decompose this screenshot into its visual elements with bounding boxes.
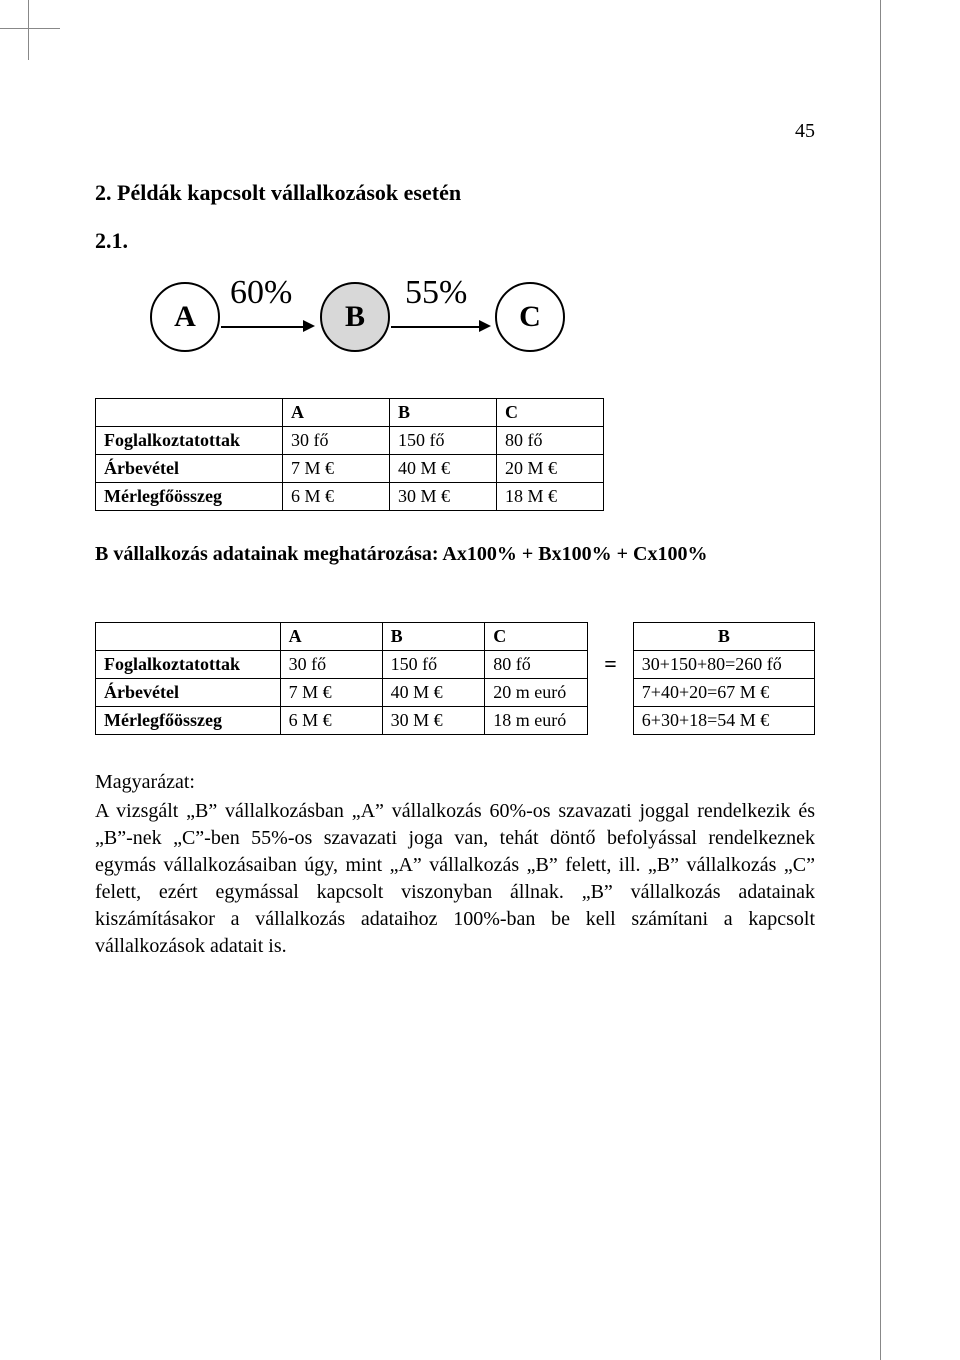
crop-mark-left: [28, 0, 29, 60]
t1-r0-c3: 80 fő: [497, 427, 604, 455]
explanation-body: A vizsgált „B” vállalkozásban „A” vállal…: [95, 800, 815, 957]
t1-r2-c2: 30 M €: [390, 483, 497, 511]
t1-r2-c1: 6 M €: [283, 483, 390, 511]
t2r-r0: 30+150+80=260 fő: [633, 651, 814, 679]
cut-guide-line: [880, 0, 881, 1360]
ownership-diagram: A B C 60% 55%: [95, 268, 815, 368]
t1-r1-c3: 20 M €: [497, 455, 604, 483]
diagram-pct-1: 55%: [405, 274, 467, 312]
t2l-corner: [96, 623, 281, 651]
diagram-node-a: A: [150, 282, 220, 352]
t2r-r2: 6+30+18=54 M €: [633, 707, 814, 735]
t1-r2-c3: 18 M €: [497, 483, 604, 511]
diagram-arrow-line-1: [391, 326, 479, 328]
t1-r0-c2: 150 fő: [390, 427, 497, 455]
data-table-2-left: ABC Foglalkoztatottak30 fő150 fő80 fő Árbe…: [95, 622, 588, 735]
t2l-r1-c3: 20 m euró: [485, 679, 588, 707]
t2l-col-A: A: [280, 623, 382, 651]
diagram-node-b: B: [320, 282, 390, 352]
diagram-arrow-line-0: [221, 326, 303, 328]
heading-main: 2. Példák kapcsolt vállalkozások esetén: [95, 180, 815, 206]
t2l-r1-c0: Árbevétel: [96, 679, 281, 707]
equals-sign: =: [600, 651, 621, 677]
t1-col-A: A: [283, 399, 390, 427]
t1-r1-c2: 40 M €: [390, 455, 497, 483]
t1-r1-c1: 7 M €: [283, 455, 390, 483]
heading-sub: 2.1.: [95, 228, 815, 254]
t1-r0-c1: 30 fő: [283, 427, 390, 455]
data-table-1: ABC Foglalkoztatottak30 fő150 fő80 fő Árbe…: [95, 398, 604, 511]
diagram-pct-0: 60%: [230, 274, 292, 312]
t2l-col-C: C: [485, 623, 588, 651]
diagram-arrow-head-0: [303, 320, 315, 332]
calc-formula: B vállalkozás adatainak meghatározása: A…: [95, 543, 815, 566]
t2l-r2-c0: Mérlegfőösszeg: [96, 707, 281, 735]
t2l-r1-c2: 40 M €: [382, 679, 485, 707]
t2l-r0-c0: Foglalkoztatottak: [96, 651, 281, 679]
t2r-header: B: [633, 623, 814, 651]
t1-r1-c0: Árbevétel: [96, 455, 283, 483]
t2l-r2-c2: 30 M €: [382, 707, 485, 735]
t1-r0-c0: Foglalkoztatottak: [96, 427, 283, 455]
data-table-2-block: ABCFoglalkoztatottak30 fő150 fő80 főÁrbe…: [95, 592, 815, 735]
t2l-r2-c3: 18 m euró: [485, 707, 588, 735]
page-number: 45: [795, 120, 815, 143]
page-content: 45 2. Példák kapcsolt vállalkozások eset…: [95, 120, 815, 960]
t1-corner: [96, 399, 283, 427]
diagram-arrow-head-1: [479, 320, 491, 332]
diagram-node-c: C: [495, 282, 565, 352]
t2l-r1-c1: 7 M €: [280, 679, 382, 707]
data-table-2-right: B30+150+80=260 fő7+40+20=67 M €6+30+18=5…: [633, 622, 815, 735]
t2l-r0-c3: 80 fő: [485, 651, 588, 679]
t2l-r2-c1: 6 M €: [280, 707, 382, 735]
explanation-title: Magyarázat:: [95, 769, 815, 796]
t1-col-B: B: [390, 399, 497, 427]
t2l-r0-c2: 150 fő: [382, 651, 485, 679]
crop-mark-top: [0, 28, 60, 29]
t2l-r0-c1: 30 fő: [280, 651, 382, 679]
t1-r2-c0: Mérlegfőösszeg: [96, 483, 283, 511]
t1-col-C: C: [497, 399, 604, 427]
t2r-r1: 7+40+20=67 M €: [633, 679, 814, 707]
explanation-block: Magyarázat: A vizsgált „B” vállalkozásba…: [95, 769, 815, 960]
t2l-col-B: B: [382, 623, 485, 651]
